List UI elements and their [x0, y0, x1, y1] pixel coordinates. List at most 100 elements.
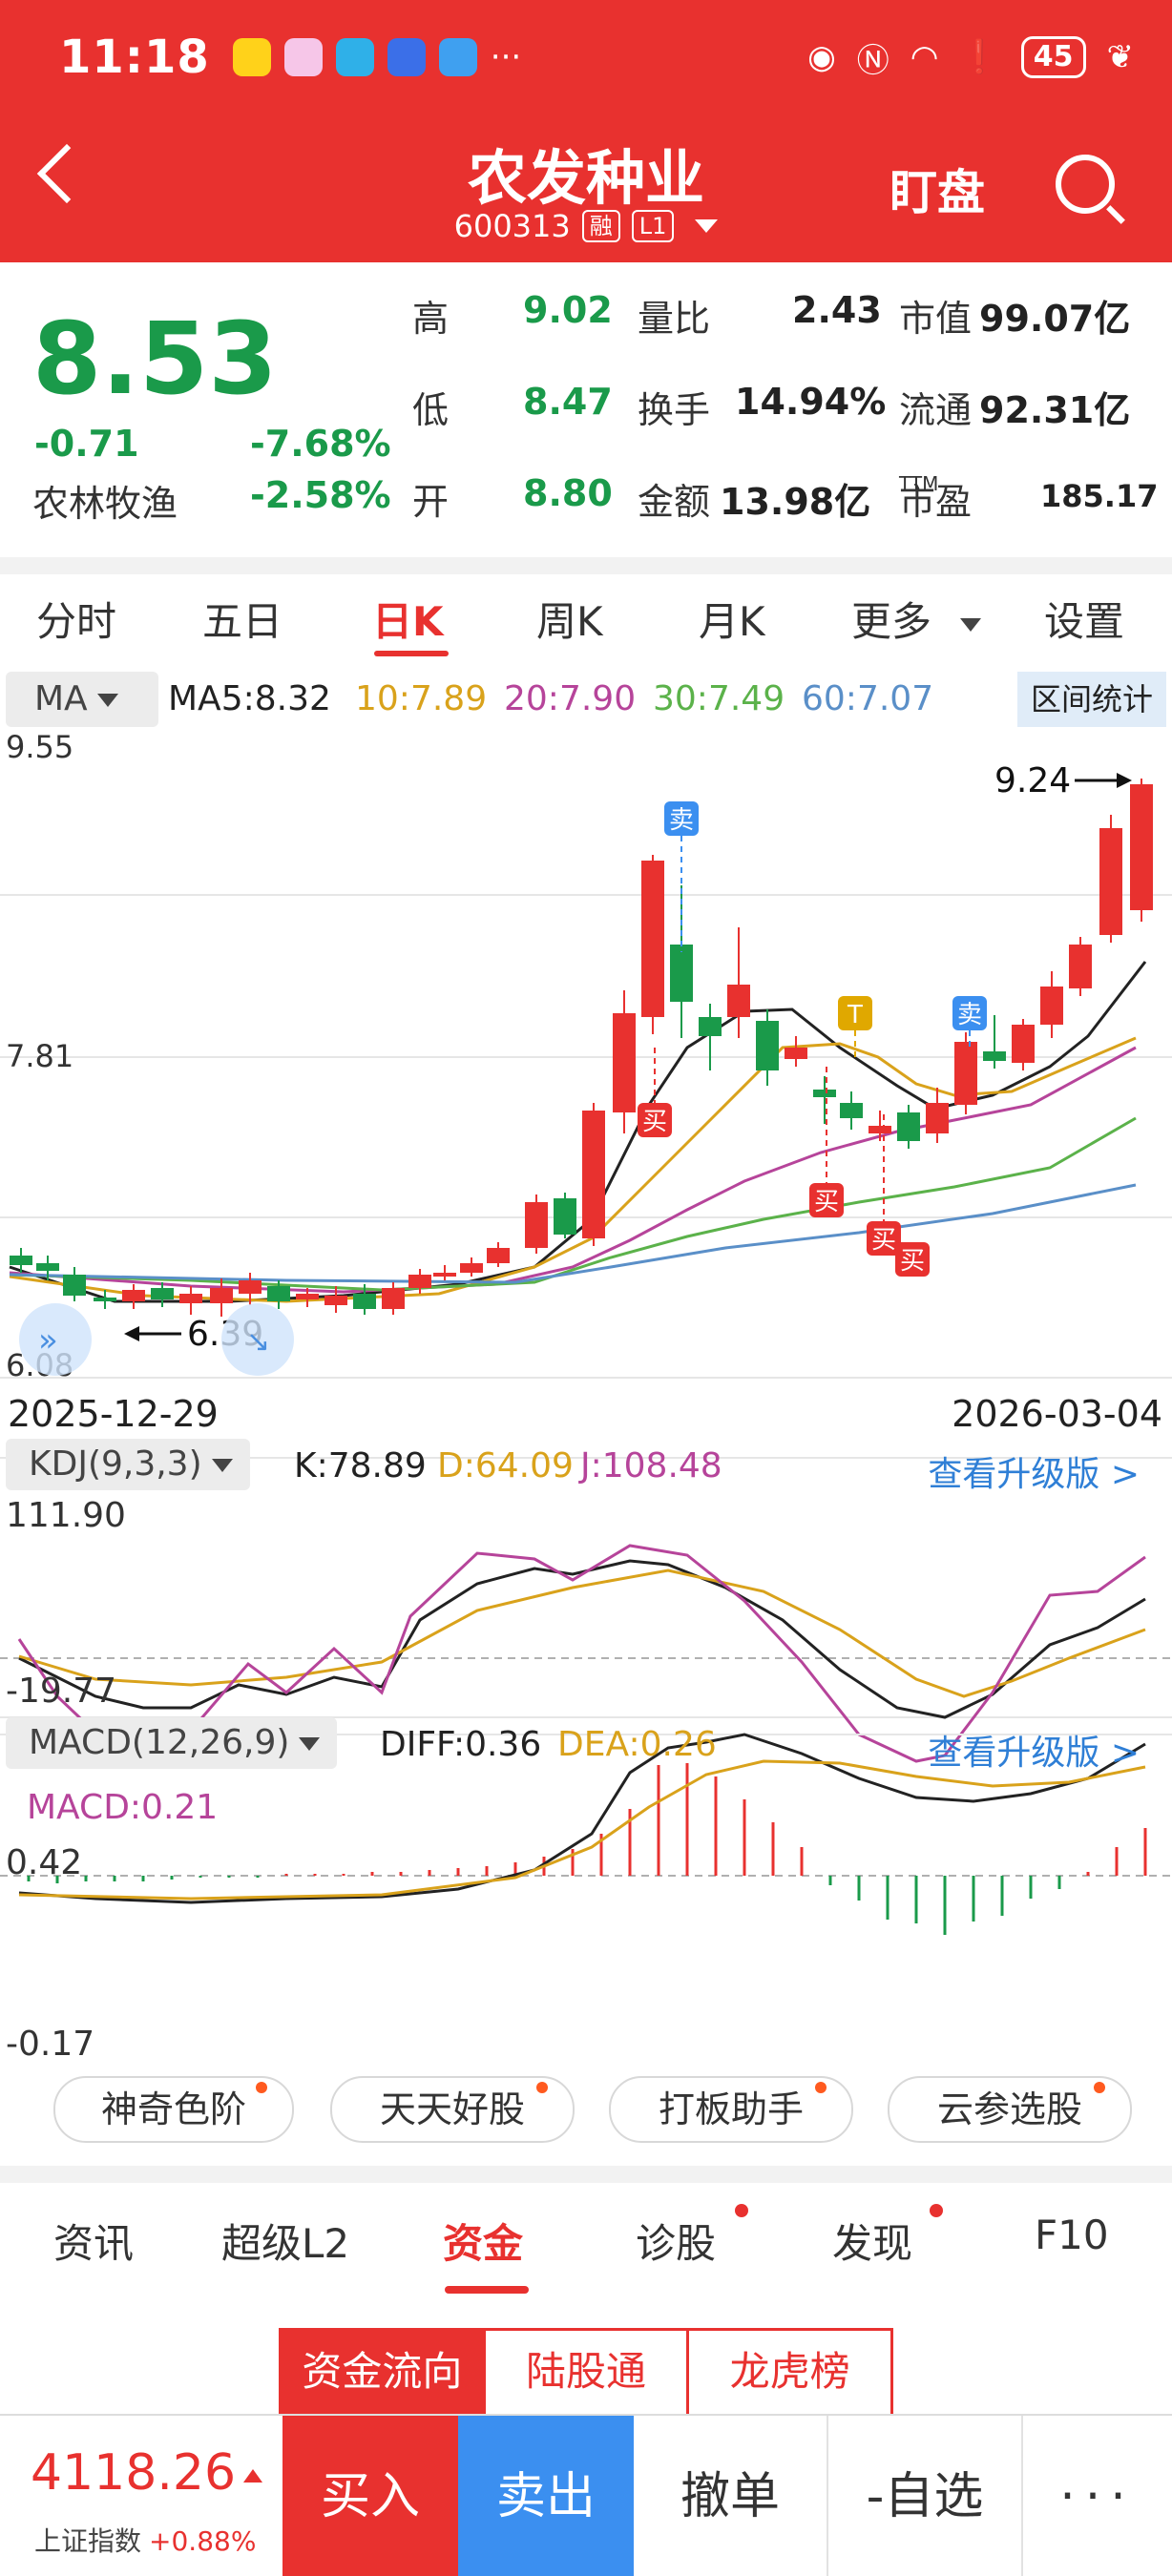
feature-limit-assistant[interactable]: 打板助手 [609, 2076, 853, 2143]
tab-more[interactable]: 更多 [851, 590, 982, 648]
float-value: 92.31亿 [979, 389, 1131, 431]
up-arrow-icon [243, 2469, 263, 2483]
nfc-icon: Ⓝ [856, 41, 889, 80]
tab-capital[interactable]: 资金 [443, 2220, 524, 2267]
tab-diagnosis[interactable]: 诊股 [636, 2220, 717, 2267]
ma60-value: 60:7.07 [802, 679, 934, 718]
candle-body [1012, 1025, 1035, 1063]
stock-name: 农发种业 [467, 143, 704, 213]
segment-dragon-tiger[interactable]: 龙虎榜 [729, 2348, 850, 2395]
weather-app-icon [438, 38, 477, 76]
tab-five-day[interactable]: 五日 [202, 598, 283, 645]
ma-selector[interactable]: MA [6, 672, 158, 727]
sell-signal-text: 卖 [669, 806, 694, 835]
stock-code-row[interactable]: 600313 融 L1 [0, 208, 1172, 244]
sell-signal-text: 卖 [957, 1001, 982, 1029]
ma20-value: 20:7.90 [504, 679, 637, 718]
candle-body [408, 1275, 431, 1288]
ma30-value: 30:7.49 [653, 679, 785, 718]
buy-signal [638, 1103, 672, 1137]
turnover-value: 14.94% [735, 381, 887, 423]
sector-change: -2.58% [250, 474, 391, 516]
tab-weekly-k[interactable]: 周K [536, 598, 603, 645]
mcap-value: 99.07亿 [979, 298, 1131, 340]
candle-body [699, 1017, 722, 1036]
float-label: 流通 [899, 389, 973, 431]
macd-value: MACD:0.21 [27, 1788, 219, 1827]
y-axis-top: 9.55 [6, 733, 73, 765]
candle-body [954, 1042, 977, 1105]
sell-button[interactable]: 卖出 [458, 2416, 634, 2576]
kdj-grid [0, 1457, 1172, 1718]
sell-signal [952, 996, 987, 1030]
tab-intraday[interactable]: 分时 [36, 598, 117, 645]
margin-tag: 融 [581, 210, 620, 242]
tab-news[interactable]: 资讯 [53, 2220, 135, 2267]
buy-signal [895, 1242, 930, 1277]
tab-f10[interactable]: F10 [1035, 2212, 1109, 2258]
buy-signal-text: 买 [900, 1247, 925, 1276]
new-dot [1094, 2082, 1105, 2093]
candle-body [324, 1296, 347, 1305]
tab-settings[interactable]: 设置 [1044, 598, 1125, 645]
y-axis-mid: 7.81 [6, 1038, 73, 1074]
segment-stock-connect[interactable]: 陆股通 [486, 2331, 690, 2414]
kdj-bottom-label: -19.77 [6, 1672, 117, 1711]
candle-body [353, 1294, 376, 1309]
candle-body [296, 1294, 319, 1299]
candle-body [897, 1112, 920, 1141]
tab-discover[interactable]: 发现 [832, 2220, 913, 2267]
macd-selector[interactable]: MACD(12,26,9) [6, 1717, 338, 1769]
status-bar: 11:18 ··· ◉ Ⓝ ◠ ❗ 45 ❦ [59, 27, 1134, 88]
watch-button[interactable]: 盯盘 [889, 165, 985, 220]
feature-color-scale[interactable]: 神奇色阶 [53, 2076, 294, 2143]
double-chevron-icon: » [38, 1321, 58, 1360]
candle-body [1130, 784, 1153, 910]
t-signal [838, 996, 872, 1030]
expand-left-icon[interactable] [19, 1303, 92, 1376]
buy-signal [809, 1183, 844, 1217]
alert-icon: ❗ [959, 38, 1000, 76]
eye-icon: ◉ [807, 38, 836, 76]
kdj-k-value: K:78.89 [294, 1446, 427, 1485]
ma30-line [9, 1116, 1137, 1292]
bottom-trade-bar: 4118.26 上证指数 +0.88% 买入 卖出 撤单 -自选 ··· [0, 2414, 1172, 2576]
remove-watchlist-button[interactable]: -自选 [828, 2416, 1023, 2576]
pe-value: 185.17 [1040, 478, 1159, 514]
range-stats-button[interactable]: 区间统计 [1016, 672, 1166, 727]
tab-daily-k[interactable]: 日K [372, 598, 444, 645]
chat-app-icon [387, 38, 426, 76]
macd-upgrade-link[interactable]: 查看升级版 > [928, 1734, 1140, 1773]
tab-super-l2[interactable]: 超级L2 [221, 2220, 350, 2267]
low-arrowhead-icon [124, 1326, 139, 1341]
capital-segment-control: 资金流向 陆股通 龙虎榜 [279, 2328, 893, 2414]
sector-name[interactable]: 农林牧渔 [32, 483, 178, 525]
divider [0, 2166, 1172, 2183]
candle-body [10, 1256, 32, 1265]
more-button[interactable]: ··· [1059, 2468, 1136, 2525]
buy-signal [867, 1221, 901, 1256]
search-icon[interactable] [1056, 155, 1115, 214]
new-dot [256, 2082, 267, 2093]
kdj-selector[interactable]: KDJ(9,3,3) [6, 1439, 250, 1490]
segment-capital-flow[interactable]: 资金流向 [282, 2331, 486, 2414]
tab-monthly-k[interactable]: 月K [699, 598, 765, 645]
candle-body [487, 1248, 510, 1263]
macd-lines [18, 1733, 1146, 1904]
active-tab-indicator [374, 651, 449, 656]
date-axis: 2025-12-29 2026-03-04 [0, 1389, 1172, 1443]
chevron-down-icon[interactable] [695, 219, 719, 233]
cancel-order-button[interactable]: 撤单 [634, 2416, 828, 2576]
buy-button[interactable]: 买入 [283, 2416, 458, 2576]
kdj-upgrade-link[interactable]: 查看升级版 > [928, 1455, 1140, 1494]
zoom-icon[interactable] [221, 1303, 294, 1376]
period-high-label: 9.24 [994, 761, 1071, 800]
index-value[interactable]: 4118.26 [31, 2444, 263, 2502]
new-dot [536, 2082, 548, 2093]
candle-body [267, 1286, 290, 1301]
feature-daily-picks[interactable]: 天天好股 [330, 2076, 575, 2143]
candle-body [840, 1103, 863, 1118]
kdj-j-value: J:108.48 [580, 1446, 722, 1485]
feature-cloud-screener[interactable]: 云参选股 [888, 2076, 1132, 2143]
